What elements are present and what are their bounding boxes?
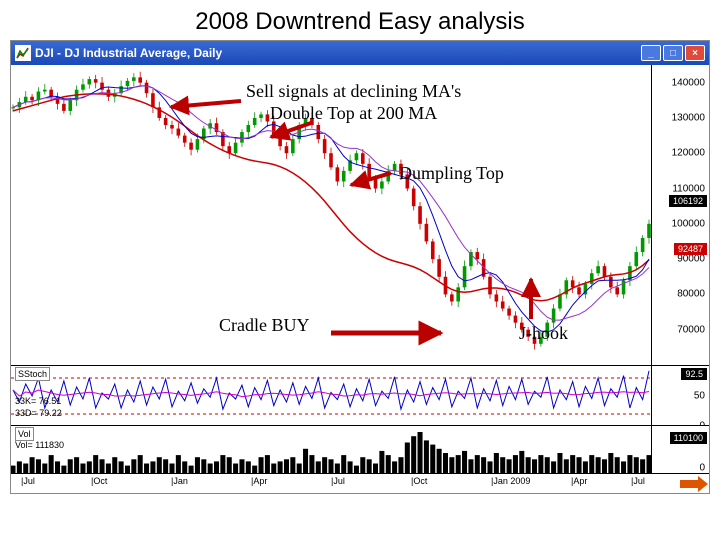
maximize-button[interactable]: □ [663, 45, 683, 61]
x-tick: |Oct [411, 476, 427, 486]
vol-title: Vol [15, 427, 34, 441]
price-marker: 92487 [674, 243, 707, 255]
chart-container: Sell signals at declining MA's Double To… [11, 65, 709, 493]
main-chart: Sell signals at declining MA's Double To… [11, 65, 709, 365]
x-tick: |Jan 2009 [491, 476, 530, 486]
x-tick: |Apr [571, 476, 587, 486]
app-icon [15, 45, 31, 61]
x-tick: |Jan [171, 476, 188, 486]
volume-yaxis: 110100 0 [651, 426, 709, 474]
chart-window: DJI - DJ Industrial Average, Daily _ □ ×… [10, 40, 710, 494]
close-button[interactable]: × [685, 45, 705, 61]
y-tick: 70000 [677, 324, 705, 335]
volume-svg [11, 426, 651, 474]
x-tick: |Jul [21, 476, 35, 486]
stochastic-panel: SStoch 33K= 76.51 33D= 79.22 92.5500 [11, 365, 709, 425]
slide-title: 2008 Downtrend Easy analysis [0, 0, 720, 40]
stoch-marker: 92.5 [681, 368, 707, 380]
x-tick: |Jul [331, 476, 345, 486]
y-tick: 100000 [672, 218, 705, 229]
y-axis-main: 1400001300001200001100001000009000080000… [651, 65, 709, 365]
price-chart-svg [11, 65, 651, 365]
titlebar[interactable]: DJI - DJ Industrial Average, Daily _ □ × [11, 41, 709, 65]
y-tick: 140000 [672, 77, 705, 88]
x-tick: |Jul [631, 476, 645, 486]
stoch-ytick: 50 [694, 391, 705, 402]
y-tick: 130000 [672, 112, 705, 123]
vol-ytick: 0 [699, 463, 705, 474]
next-slide-arrow-icon[interactable] [680, 474, 708, 494]
vol-value-label: Vol= 111830 [15, 440, 64, 450]
stochastic-svg [11, 366, 651, 426]
stoch-title: SStoch [15, 367, 50, 381]
volume-panel: Vol Vol= 111830 110100 0 [11, 425, 709, 473]
stoch-k-label: 33K= 76.51 [15, 396, 61, 406]
x-axis: |Jul |Oct |Jan |Apr |Jul |Oct |Jan 2009 |Apr |Ju… [11, 473, 709, 493]
y-tick: 110000 [672, 183, 705, 194]
x-tick: |Apr [251, 476, 267, 486]
window-controls: _ □ × [641, 45, 705, 61]
price-marker: 106192 [669, 195, 707, 207]
vol-marker: 110100 [670, 432, 707, 444]
y-tick: 120000 [672, 148, 705, 159]
stochastic-yaxis: 92.5500 [651, 366, 709, 426]
y-tick: 80000 [677, 289, 705, 300]
minimize-button[interactable]: _ [641, 45, 661, 61]
window-title: DJI - DJ Industrial Average, Daily [35, 46, 641, 60]
x-tick: |Oct [91, 476, 107, 486]
stoch-d-label: 33D= 79.22 [15, 408, 62, 418]
